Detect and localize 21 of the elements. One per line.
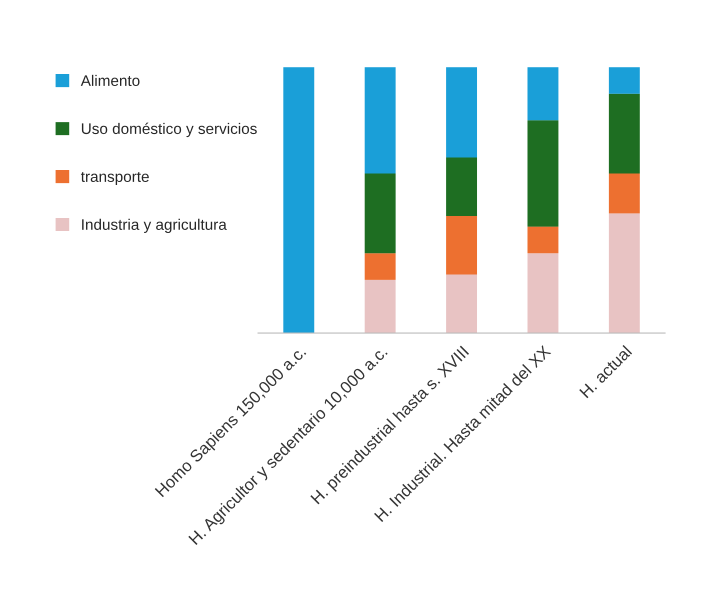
- bar: [364, 253, 396, 280]
- bar: [527, 120, 558, 227]
- legend-label: Alimento: [80, 74, 140, 86]
- legend-label: Uso doméstico y servicios: [82, 122, 257, 138]
- bar: [283, 67, 314, 334]
- legend-label: Industria y agricultura: [82, 218, 227, 233]
- bar: [608, 213, 640, 334]
- bar: [527, 67, 558, 120]
- legend-label: transporte: [80, 172, 149, 186]
- bar: [446, 274, 478, 334]
- bar: [527, 253, 558, 334]
- bar: [446, 158, 478, 216]
- bar: [446, 67, 478, 158]
- bar: [364, 280, 396, 334]
- bar: [608, 173, 640, 214]
- bar: [364, 173, 396, 254]
- bar: [364, 67, 396, 174]
- bar: [608, 94, 640, 174]
- bar: [446, 216, 478, 275]
- bar: [608, 67, 640, 94]
- bar: [527, 226, 558, 254]
